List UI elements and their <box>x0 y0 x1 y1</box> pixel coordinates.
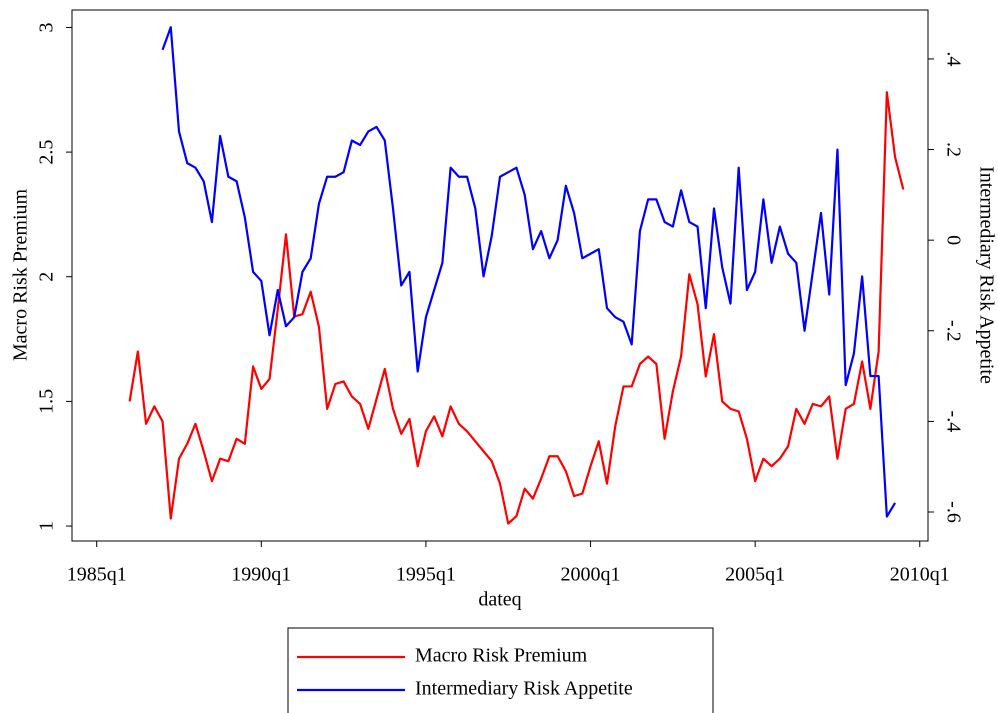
legend-label: Macro Risk Premium <box>415 645 588 667</box>
x-tick-label: 1985q1 <box>67 564 127 586</box>
x-tick-label: 1990q1 <box>231 564 291 586</box>
y2-axis-title: Intermediary Risk Appetite <box>975 166 997 384</box>
y-tick-label: 2 <box>36 272 58 282</box>
x-tick-label: 2005q1 <box>725 564 785 586</box>
y-tick-label: 1.5 <box>36 389 58 414</box>
x-tick-label: 1995q1 <box>396 564 456 586</box>
plot-frame <box>71 9 929 542</box>
x-tick-label: 2000q1 <box>561 564 621 586</box>
y2-tick-label: -.6 <box>942 501 964 523</box>
x-axis-title: dateq <box>478 589 521 611</box>
y2-tick-label: .4 <box>942 51 964 66</box>
y2-tick-label: -.4 <box>942 411 964 433</box>
y-tick-label: 3 <box>36 22 58 32</box>
y-tick-label: 2.5 <box>36 140 58 165</box>
legend-label: Intermediary Risk Appetite <box>415 678 633 700</box>
series-line <box>161 26 897 518</box>
y2-tick-label: .2 <box>942 142 964 157</box>
series-line <box>128 91 905 525</box>
y-tick-label: 1 <box>36 521 58 531</box>
y2-tick-label: -.2 <box>942 320 964 342</box>
x-tick-label: 2010q1 <box>890 564 950 586</box>
y2-tick-label: 0 <box>942 235 964 245</box>
y-axis-title: Macro Risk Premium <box>10 188 32 361</box>
legend-box <box>287 627 714 713</box>
